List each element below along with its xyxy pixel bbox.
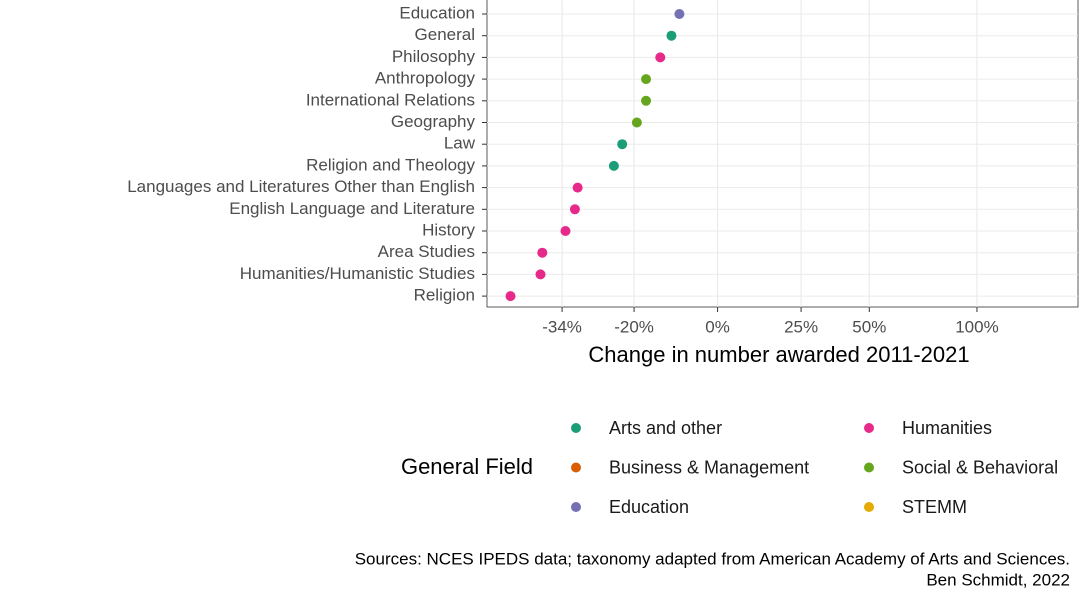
dot	[608, 160, 619, 171]
x-tick-label: -20%	[614, 317, 654, 336]
y-tick-label: Philosophy	[392, 47, 476, 66]
y-tick-label: Area Studies	[378, 242, 475, 261]
x-tick-label: 25%	[784, 317, 818, 336]
legend-label: Business & Management	[609, 457, 809, 477]
x-tick-label: 50%	[852, 317, 886, 336]
y-tick-label: Geography	[391, 112, 476, 131]
legend-label: Arts and other	[609, 418, 722, 438]
legend-marker	[864, 462, 874, 473]
y-tick-label: General	[415, 25, 475, 44]
x-tick-label: 0%	[705, 317, 730, 336]
legend-label: Social & Behavioral	[902, 457, 1058, 477]
legend-marker	[864, 423, 874, 433]
legend-title: General Field	[401, 454, 533, 479]
x-axis-title: Change in number awarded 2011-2021	[588, 342, 969, 367]
y-tick-label: History	[422, 220, 475, 239]
dot	[655, 52, 666, 63]
plot-panel	[486, 0, 1079, 308]
y-tick-label: English Language and Literature	[229, 199, 475, 218]
x-tick-label: -34%	[542, 317, 582, 336]
y-tick-label: Languages and Literatures Other than Eng…	[127, 177, 475, 196]
dot	[560, 226, 571, 236]
dot	[641, 74, 652, 85]
legend-marker	[571, 423, 581, 433]
caption: Ben Schmidt, 2022	[926, 570, 1070, 589]
legend-label: Humanities	[902, 418, 992, 438]
dot	[617, 139, 628, 150]
y-tick-label: Religion	[414, 286, 475, 305]
y-tick-label: Humanities/Humanistic Studies	[240, 264, 475, 283]
dot	[535, 269, 546, 280]
x-tick-label: 100%	[955, 317, 998, 336]
dot	[666, 30, 677, 41]
y-tick-label: Law	[444, 134, 476, 153]
y-tick-label: Education	[399, 3, 475, 22]
legend-marker	[571, 502, 581, 512]
dot	[674, 9, 685, 19]
y-tick-label: Religion and Theology	[306, 155, 475, 174]
dot	[505, 291, 516, 302]
dot	[569, 204, 580, 215]
legend-marker	[864, 502, 874, 512]
dot	[631, 117, 642, 128]
legend-label: STEMM	[902, 497, 967, 517]
dot	[572, 182, 583, 193]
dot	[641, 95, 652, 106]
dot	[537, 247, 548, 258]
legend-marker	[571, 462, 581, 473]
y-tick-label: International Relations	[306, 90, 475, 109]
legend-label: Education	[609, 497, 689, 517]
y-tick-label: Anthropology	[375, 69, 476, 88]
caption: Sources: NCES IPEDS data; taxonomy adapt…	[355, 549, 1070, 568]
